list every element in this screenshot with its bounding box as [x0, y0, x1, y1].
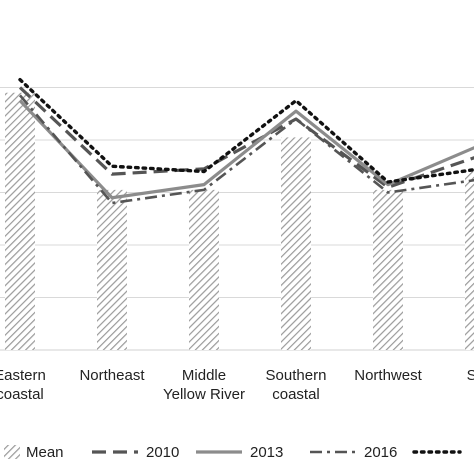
bar-mean-3	[281, 137, 311, 350]
legend-item-2013: 2013	[196, 444, 283, 461]
line-series-2016	[19, 94, 474, 205]
line-series-2013	[18, 99, 474, 200]
legend-item-2010: 2010	[92, 444, 179, 461]
line-series-2010	[18, 86, 474, 189]
x-tick-label-5: Sou	[467, 367, 474, 384]
mean-bars	[5, 92, 474, 350]
legend-label: 2016	[364, 444, 397, 461]
legend-label: Mean	[26, 444, 64, 461]
bar-mean-2	[189, 189, 219, 350]
bar-mean-4	[373, 189, 403, 350]
x-tick-label-1: Northeast	[79, 367, 145, 384]
legend-item-2016: 2016	[310, 444, 397, 461]
line-series-unlabeled-3	[18, 77, 474, 184]
legend-item-Mean: Mean	[4, 444, 64, 461]
legend-label: 2013	[250, 444, 283, 461]
x-tick-label-3: Southern coastal	[266, 367, 327, 403]
bar-mean-1	[97, 189, 127, 350]
legend-label: 2010	[146, 444, 179, 461]
x-tick-label-4: Northwest	[354, 367, 422, 384]
x-tick-label-0: Easterncoastal	[0, 367, 46, 403]
series-lines	[18, 77, 474, 205]
bar-mean-5	[465, 171, 474, 350]
legend-swatch	[4, 445, 20, 459]
legend: Mean 2010 2013 2016	[4, 444, 462, 461]
bar-mean-0	[5, 92, 35, 350]
x-tick-label-2: Middle Yellow River	[163, 367, 245, 403]
